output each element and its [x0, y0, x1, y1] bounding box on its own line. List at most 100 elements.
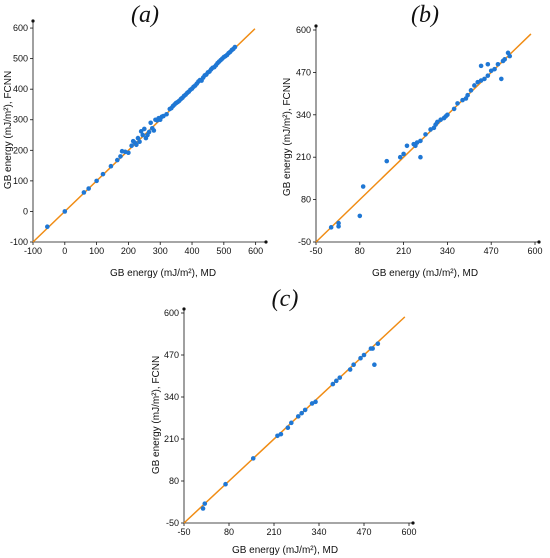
plot-area-b: -50 80 210 340 470 600 -50 80 210 340 470 600	[296, 24, 543, 256]
chart-panel-a: (a) -100 0 100 200 300 400 500 600 -100 0 100 200 30…	[3, 2, 268, 279]
x-tick-label: -100	[24, 246, 42, 256]
plot-area-a: -100 0 100 200 300 400 500 600 -100 0 100 200 300 400…	[10, 19, 268, 256]
data-point	[295, 414, 301, 419]
data-point	[404, 143, 410, 149]
y-tick-label: 80	[301, 195, 311, 205]
x-tick-label: 200	[121, 246, 136, 256]
data-point	[285, 425, 291, 430]
data-point	[223, 481, 228, 487]
data-point	[299, 410, 304, 416]
data-point	[137, 139, 142, 145]
data-point	[200, 506, 206, 511]
x-axis-end-marker	[264, 240, 268, 244]
data-point	[492, 66, 497, 72]
data-point	[495, 61, 501, 67]
y-axis-end-marker	[314, 24, 318, 28]
data-point	[361, 352, 367, 358]
y-axis-label-a: GB energy (mJ/m²), FCNN	[3, 71, 14, 189]
data-point	[140, 132, 146, 138]
y-tick-label: 0	[23, 206, 28, 216]
data-point	[485, 61, 491, 67]
data-point	[485, 73, 491, 78]
chart-panel-c: (c) -50 80 210 340 470 600 -50 80 210 340 470 600 G…	[151, 286, 417, 556]
data-point	[275, 433, 280, 439]
data-point	[478, 63, 484, 69]
data-point	[502, 57, 507, 62]
y-tick-label: 400	[13, 84, 28, 94]
data-point	[151, 128, 157, 133]
data-point	[384, 158, 390, 164]
x-axis-label-a: GB energy (mJ/m²), MD	[110, 268, 216, 279]
y-axis-label-b: GB energy (mJ/m²), FCNN	[282, 78, 293, 196]
y-tick-label: 210	[164, 434, 179, 444]
data-point	[472, 83, 477, 88]
data-point	[336, 220, 341, 226]
data-point	[370, 346, 375, 351]
data-point	[401, 151, 406, 157]
x-tick-label: 100	[89, 246, 104, 256]
data-point	[465, 92, 470, 98]
y-tick-label: 340	[296, 110, 311, 120]
y-tick-label: 600	[164, 308, 179, 318]
data-point	[337, 375, 343, 380]
data-point	[164, 111, 169, 117]
data-point	[418, 154, 423, 160]
y-tick-label: -50	[298, 237, 311, 247]
data-point	[375, 341, 381, 346]
data-point	[347, 367, 353, 372]
data-point	[126, 150, 131, 156]
data-point	[507, 53, 513, 59]
x-tick-label: 80	[224, 527, 234, 537]
identity-line	[183, 316, 406, 524]
x-tick-label: 0	[62, 246, 67, 256]
data-point	[86, 186, 91, 191]
y-tick-label: 200	[13, 145, 28, 155]
x-tick-label: 300	[153, 246, 168, 256]
x-tick-label: 470	[356, 527, 371, 537]
data-point	[482, 76, 487, 82]
data-point	[336, 224, 341, 229]
x-tick-label: 340	[311, 527, 326, 537]
data-point	[499, 76, 504, 82]
y-tick-label: 600	[296, 25, 311, 35]
y-tick-label: 210	[296, 152, 311, 162]
data-point	[118, 154, 123, 159]
x-tick-label: 340	[440, 246, 455, 256]
x-tick-label: 400	[185, 246, 200, 256]
data-point	[423, 132, 428, 137]
data-point	[313, 399, 318, 405]
y-axis-end-marker	[31, 19, 35, 23]
y-tick-label: -100	[10, 237, 28, 247]
y-tick-label: 600	[13, 23, 28, 33]
x-tick-label: 600	[527, 246, 542, 256]
x-axis-label-b: GB energy (mJ/m²), MD	[372, 268, 478, 279]
data-point	[114, 157, 120, 163]
data-point	[129, 143, 134, 149]
x-tick-label: 210	[396, 246, 411, 256]
data-point	[445, 112, 450, 118]
data-point	[334, 378, 339, 384]
data-point	[330, 381, 336, 387]
y-tick-label: 80	[169, 476, 179, 486]
panel-label-a: (a)	[131, 2, 159, 28]
data-point	[146, 129, 152, 135]
y-tick-label: -50	[166, 518, 179, 528]
data-point	[351, 362, 356, 367]
x-tick-label: -50	[177, 527, 190, 537]
data-point	[142, 126, 147, 132]
data-point	[134, 142, 139, 148]
y-axis-end-marker	[182, 307, 186, 311]
data-point	[100, 171, 106, 177]
data-point	[328, 225, 334, 230]
x-axis-label-c: GB energy (mJ/m²), MD	[232, 545, 338, 556]
data-point	[357, 213, 363, 219]
data-point	[202, 501, 208, 506]
data-point	[278, 431, 284, 437]
data-point	[232, 44, 238, 50]
data-point	[135, 135, 141, 141]
data-point	[108, 163, 114, 169]
x-tick-label: 470	[484, 246, 499, 256]
data-point	[451, 106, 457, 112]
chart-panel-b: (b) -50 80 210 340 470 600 -50 80 210 340 470 600 G…	[282, 2, 543, 279]
x-axis-end-marker	[537, 240, 541, 244]
